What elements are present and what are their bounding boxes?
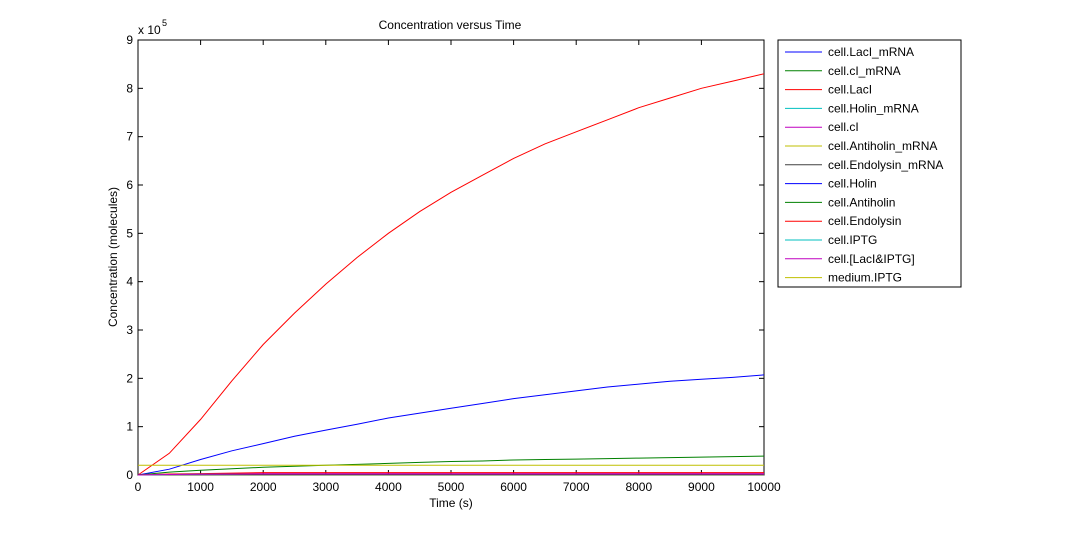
x-tick-label: 10000	[747, 480, 781, 494]
legend-entry-label: cell.Endolysin_mRNA	[828, 158, 943, 172]
legend-entry-label: cell.Antiholin_mRNA	[828, 139, 937, 153]
x-tick-label: 9000	[688, 480, 715, 494]
series-line	[137, 472, 764, 476]
y-multiplier-base: x 10	[138, 23, 161, 37]
legend-entry-label: cell.cI_mRNA	[828, 64, 901, 78]
legend-entry-label: cell.Endolysin	[828, 214, 901, 228]
legend-entry-label: cell.Antiholin	[828, 195, 895, 209]
chart-title: Concentration versus Time	[379, 18, 522, 32]
y-multiplier: x 10 5	[138, 18, 167, 37]
legend-entry-label: cell.[LacI&IPTG]	[828, 252, 915, 266]
y-tick-label: 4	[126, 275, 133, 289]
y-tick-label: 9	[126, 33, 133, 47]
y-tick-label: 8	[126, 81, 133, 95]
series-line	[137, 374, 765, 476]
x-tick-label: 3000	[312, 480, 339, 494]
x-axis-label: Time (s)	[429, 496, 473, 510]
legend-entry-label: cell.IPTG	[828, 233, 877, 247]
x-tick-label: 2000	[250, 480, 277, 494]
y-tick-label: 1	[126, 420, 133, 434]
y-tick-label: 7	[126, 130, 133, 144]
legend-entry-label: cell.LacI_mRNA	[828, 45, 914, 59]
plot-area	[137, 39, 765, 476]
x-tick-label: 7000	[563, 480, 590, 494]
series-layer	[137, 73, 765, 476]
y-tick-label: 3	[126, 323, 133, 337]
x-tick-label: 6000	[500, 480, 527, 494]
series-line	[137, 455, 765, 476]
y-tick-label: 6	[126, 178, 133, 192]
y-tick-label: 0	[126, 468, 133, 482]
x-tick-label: 5000	[438, 480, 465, 494]
legend-entry-label: cell.LacI	[828, 83, 872, 97]
x-tick-label: 4000	[375, 480, 402, 494]
legend-entry-label: cell.cI	[828, 120, 859, 134]
legend: cell.LacI_mRNA cell.cI_mRNA cell.LacI cell.…	[777, 39, 962, 288]
legend-box	[777, 39, 962, 288]
series-line	[137, 73, 765, 476]
y-multiplier-exponent: 5	[162, 18, 167, 28]
legend-entry-label: medium.IPTG	[828, 271, 902, 285]
x-tick-label: 1000	[187, 480, 214, 494]
y-tick-label: 5	[126, 226, 133, 240]
axis-ticks: 0 1000 2000 3000 4000 5000 6000 7000 8000 9000 100…	[126, 33, 781, 494]
y-axis-label: Concentration (molecules)	[106, 187, 120, 327]
x-tick-label: 8000	[625, 480, 652, 494]
legend-entry-label: cell.Holin_mRNA	[828, 101, 919, 115]
series-line	[137, 473, 764, 476]
x-tick-label: 0	[135, 480, 142, 494]
legend-entry-label: cell.Holin	[828, 177, 877, 191]
y-tick-label: 2	[126, 371, 133, 385]
